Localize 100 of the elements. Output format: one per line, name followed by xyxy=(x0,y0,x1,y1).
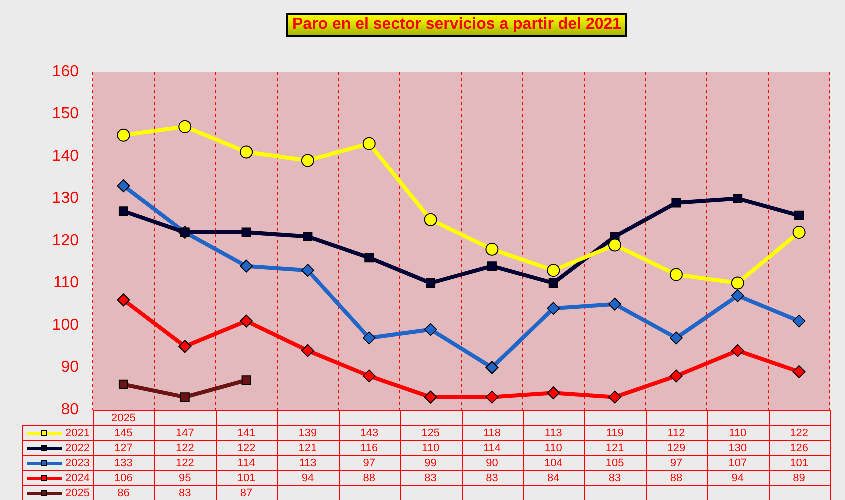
data-label: 116 xyxy=(360,442,378,455)
data-label: 147 xyxy=(176,428,194,440)
data-label: 83 xyxy=(608,472,622,485)
y-tick-label: 130 xyxy=(52,190,80,208)
data-label: 133 xyxy=(114,458,133,470)
data-label: 84 xyxy=(548,472,560,485)
chart-title: Paro en el sector servicios a partir del 2021 xyxy=(286,13,628,37)
data-label: 125 xyxy=(422,428,440,440)
data-label: 143 xyxy=(360,428,379,440)
point xyxy=(486,242,499,256)
data-label: 94 xyxy=(302,472,314,485)
y-tick-label: 100 xyxy=(52,316,80,334)
data-label: 121 xyxy=(298,442,318,455)
data-label: 130 xyxy=(728,442,748,455)
point xyxy=(547,386,560,400)
point xyxy=(424,390,438,404)
data-label: 101 xyxy=(237,472,256,485)
point xyxy=(486,361,499,374)
data-label: 122 xyxy=(176,458,194,470)
point xyxy=(792,314,806,328)
point xyxy=(240,146,254,159)
point xyxy=(364,253,374,263)
point xyxy=(362,137,376,150)
point xyxy=(731,289,744,302)
point xyxy=(670,370,683,383)
point xyxy=(424,323,438,336)
data-label: 107 xyxy=(728,458,748,470)
y-tick-label: 140 xyxy=(52,148,80,165)
data-label: 113 xyxy=(299,458,317,470)
point xyxy=(362,332,376,345)
data-label: 141 xyxy=(237,428,256,440)
y-tick-label: 120 xyxy=(52,232,80,250)
point xyxy=(118,206,128,216)
point xyxy=(303,232,313,242)
data-label: 110 xyxy=(544,442,562,455)
point xyxy=(487,262,497,272)
data-label: 126 xyxy=(790,442,808,455)
point xyxy=(117,128,130,142)
point xyxy=(424,213,438,226)
legend-label: 2024 xyxy=(66,472,90,485)
data-label: 118 xyxy=(483,428,501,440)
point xyxy=(426,278,436,288)
data-label: 97 xyxy=(363,458,376,470)
point xyxy=(301,344,314,358)
data-label: 139 xyxy=(298,428,318,440)
data-label: 104 xyxy=(544,458,563,470)
data-label: 101 xyxy=(790,458,808,470)
point xyxy=(178,340,192,354)
data-label: 88 xyxy=(363,472,376,485)
y-tick-label: 150 xyxy=(52,106,80,123)
point xyxy=(301,154,314,168)
data-label: 89 xyxy=(793,472,806,485)
data-label: 122 xyxy=(176,442,194,455)
y-tick-label: 110 xyxy=(53,274,80,292)
point xyxy=(731,344,744,358)
data-label: 105 xyxy=(606,458,624,470)
legend-label: 2022 xyxy=(66,442,90,455)
legend-label: 2023 xyxy=(66,458,90,470)
point xyxy=(794,210,804,220)
data-label: 110 xyxy=(422,442,440,455)
data-label: 90 xyxy=(486,458,498,470)
point xyxy=(301,264,314,278)
y-tick-label: 80 xyxy=(61,401,80,418)
point xyxy=(670,268,683,282)
point xyxy=(362,370,376,383)
data-label: 114 xyxy=(483,442,501,455)
data-label: 99 xyxy=(424,458,437,470)
data-label: 83 xyxy=(486,472,498,485)
data-label: 127 xyxy=(114,442,133,455)
data-label: 112 xyxy=(668,428,686,440)
data-label: 88 xyxy=(670,472,683,485)
point xyxy=(117,294,130,307)
point xyxy=(733,194,743,204)
point xyxy=(178,120,192,134)
data-label: 129 xyxy=(667,442,686,455)
point xyxy=(670,332,683,345)
point xyxy=(242,228,252,238)
data-label: 122 xyxy=(237,442,256,455)
point xyxy=(792,365,806,378)
data-label: 83 xyxy=(179,488,192,500)
point xyxy=(547,264,560,278)
point xyxy=(547,302,560,316)
data-label: 145 xyxy=(114,428,133,440)
point xyxy=(242,376,252,386)
point xyxy=(608,390,622,404)
data-label: 106 xyxy=(114,472,133,485)
data-label: 119 xyxy=(606,428,624,440)
point xyxy=(118,380,128,390)
point xyxy=(486,390,499,404)
legend-label: 2025 xyxy=(66,488,90,500)
data-label: 95 xyxy=(179,472,192,485)
data-label: 114 xyxy=(238,458,256,470)
point xyxy=(240,260,254,273)
data-label: 83 xyxy=(424,472,437,485)
data-label: 97 xyxy=(670,458,683,470)
point xyxy=(608,298,622,311)
data-label: 113 xyxy=(544,428,562,440)
data-label: 110 xyxy=(729,428,747,440)
data-label: 121 xyxy=(606,442,624,455)
point xyxy=(240,314,254,328)
